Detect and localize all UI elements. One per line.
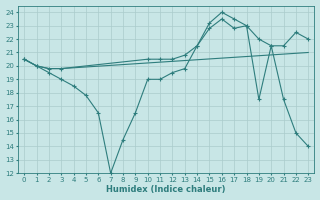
X-axis label: Humidex (Indice chaleur): Humidex (Indice chaleur) [107, 185, 226, 194]
